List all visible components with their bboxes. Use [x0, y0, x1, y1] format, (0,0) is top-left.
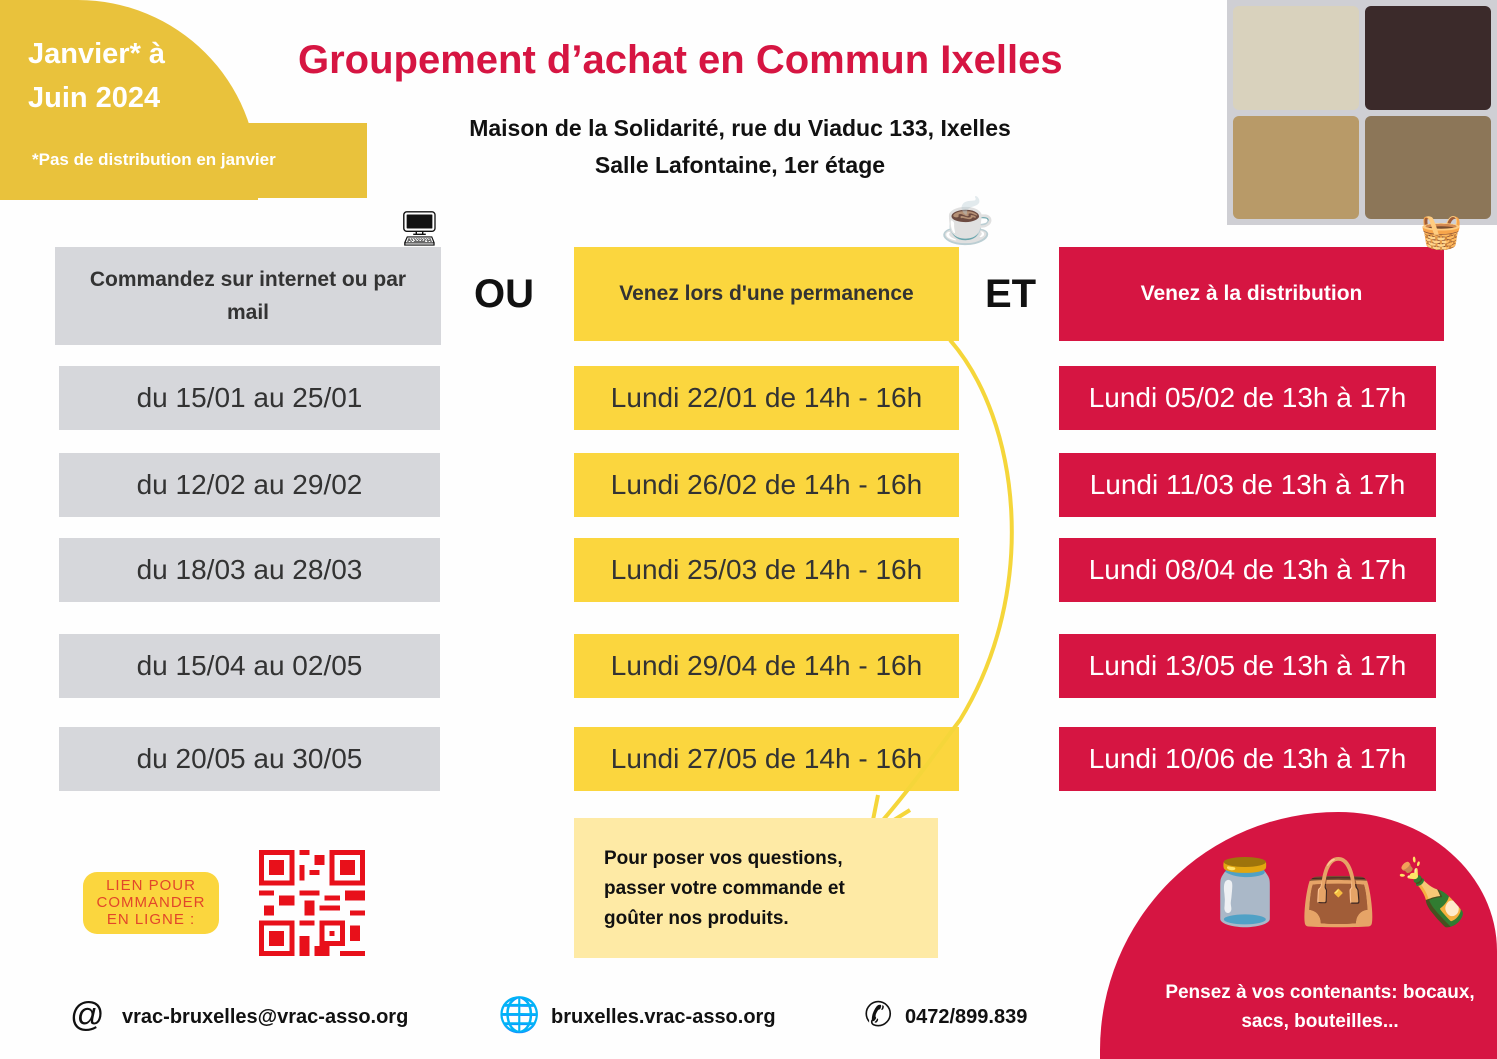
order-date-row: du 18/03 au 28/03: [59, 538, 440, 602]
coffee-cup-icon: ☕: [940, 197, 995, 246]
period-line2: Juin 2024: [28, 82, 161, 114]
distribution-date-row: Lundi 05/02 de 13h à 17h: [1059, 366, 1436, 430]
arrow-decoration: [868, 340, 1014, 837]
bulk-food-photo: [1227, 0, 1497, 225]
questions-box: Pour poser vos questions, passer votre c…: [574, 818, 938, 958]
distribution-date-row: Lundi 11/03 de 13h à 17h: [1059, 453, 1436, 517]
online-order-label: LIEN POUR COMMANDER EN LIGNE :: [83, 872, 219, 934]
note-banner: [0, 123, 367, 198]
connector-et: ET: [985, 272, 1037, 316]
permanence-date-row: Lundi 29/04 de 14h - 16h: [574, 634, 959, 698]
at-icon: @: [70, 996, 105, 1034]
phone-number[interactable]: 0472/899.839: [905, 1006, 1028, 1028]
containers-icons: 🫙👜🍾: [1205, 860, 1486, 924]
order-date-row: du 12/02 au 29/02: [59, 453, 440, 517]
containers-text: Pensez à vos contenants: bocaux, sacs, b…: [1165, 982, 1475, 1032]
jar-icon: 🫙: [1205, 856, 1299, 928]
permanence-date-row: Lundi 26/02 de 14h - 16h: [574, 453, 959, 517]
distribution-date-row: Lundi 08/04 de 13h à 17h: [1059, 538, 1436, 602]
order-header: Commandez sur internet ou par mail: [55, 247, 441, 345]
period-line1: Janvier* à: [28, 38, 166, 70]
bag-icon: 👜: [1298, 856, 1393, 928]
distribution-header: Venez à la distribution: [1059, 247, 1444, 341]
permanence-header: Venez lors d'une permanence: [574, 247, 959, 341]
connector-ou: OU: [474, 272, 534, 316]
address: Maison de la Solidarité, rue du Viaduc 1…: [380, 110, 1100, 184]
bottle-icon: 🍾: [1392, 856, 1487, 928]
qr-code[interactable]: [258, 850, 366, 956]
order-date-row: du 20/05 au 30/05: [59, 727, 440, 791]
order-date-row: du 15/04 au 02/05: [59, 634, 440, 698]
distribution-date-row: Lundi 10/06 de 13h à 17h: [1059, 727, 1436, 791]
basket-icon: 🧺: [1420, 213, 1463, 251]
distribution-date-row: Lundi 13/05 de 13h à 17h: [1059, 634, 1436, 698]
online-shop-icon: 🖥: [398, 210, 442, 248]
address-line2: Salle Lafontaine, 1er étage: [594, 152, 886, 178]
order-date-row: du 15/01 au 25/01: [59, 366, 440, 430]
permanence-date-row: Lundi 27/05 de 14h - 16h: [574, 727, 959, 791]
permanence-date-row: Lundi 25/03 de 14h - 16h: [574, 538, 959, 602]
period: Janvier* à Juin 2024: [28, 32, 165, 120]
note: *Pas de distribution en janvier: [32, 150, 276, 169]
permanence-date-row: Lundi 22/01 de 14h - 16h: [574, 366, 959, 430]
website-link[interactable]: bruxelles.vrac-asso.org: [551, 1006, 776, 1028]
address-line1: Maison de la Solidarité, rue du Viaduc 1…: [469, 115, 1011, 141]
phone-icon: ✆: [864, 996, 893, 1034]
page-title: Groupement d’achat en Commun Ixelles: [298, 38, 1063, 82]
globe-icon: 🌐: [498, 996, 541, 1034]
email-link[interactable]: vrac-bruxelles@vrac-asso.org: [122, 1006, 409, 1028]
